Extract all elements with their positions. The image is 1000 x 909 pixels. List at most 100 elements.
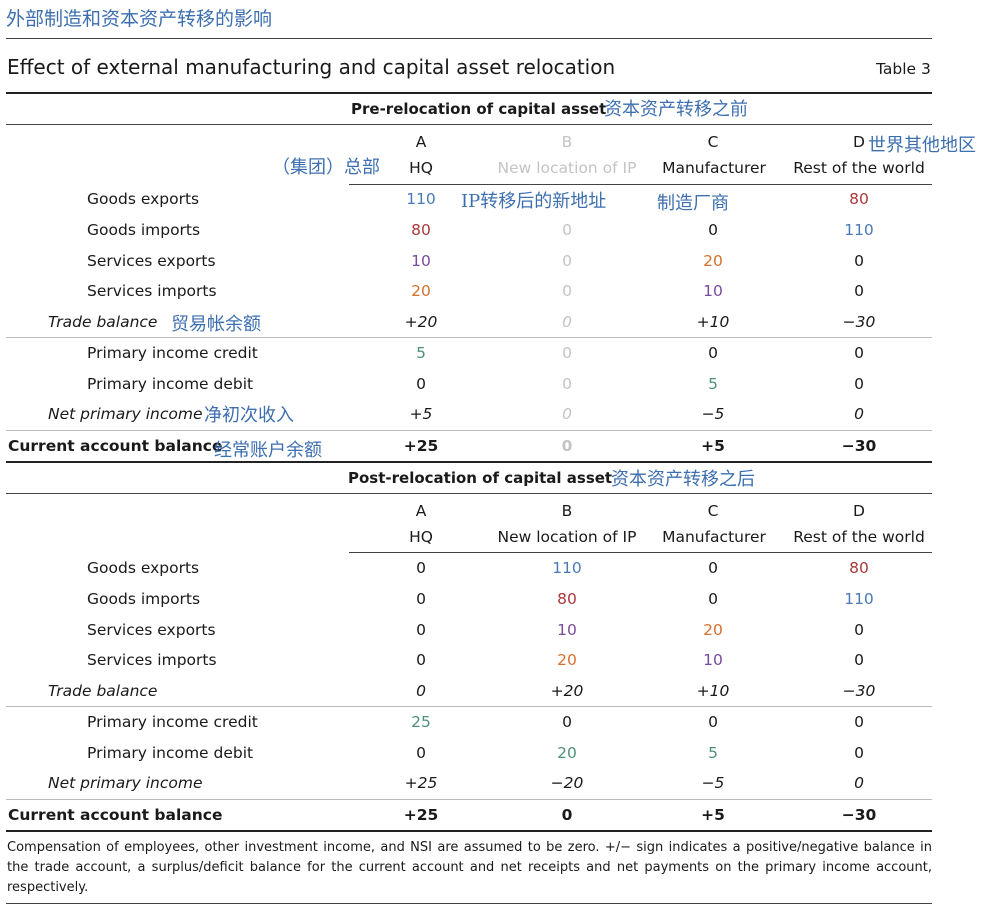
pre-cell: +10 [696,313,730,331]
pre-col-b-annotation: IP转移后的新地址 [461,191,607,212]
post-col-d-letter: D [853,502,865,520]
pre-cell: +5 [701,437,725,455]
pre-cell: −30 [842,313,876,331]
post-cell: 110 [552,559,582,577]
pre-cell: 0 [854,282,864,300]
pre-col-a-letter: A [415,133,427,151]
pre-col-d-name: Rest of the world [793,159,925,177]
post-row-label: Trade balance [48,682,158,700]
post-cell: +25 [404,774,438,792]
post-cell: 0 [562,713,572,731]
post-income-rule [6,799,932,800]
post-cell: +25 [403,806,439,824]
post-cell: 20 [557,651,577,669]
post-cell: 0 [416,621,426,639]
pre-cell: 0 [708,221,718,239]
pre-col-b-name: New location of IP [497,159,637,177]
pre-col-c-annotation: 制造厂商 [657,193,729,214]
post-cell: 0 [708,559,718,577]
trade-balance-annotation: 贸易帐余额 [171,314,261,335]
post-header-rule [349,552,932,553]
post-cell: 0 [416,559,426,577]
post-row-label: Primary income debit [87,744,254,762]
post-cell: 0 [416,651,426,669]
pre-cell: 10 [411,252,431,270]
pre-cell: 20 [411,282,431,300]
pre-section-title: Pre-relocation of capital asset [351,100,607,118]
post-section-annotation: 资本资产转移之后 [611,469,755,490]
post-section-title: Post-relocation of capital asset [348,469,613,487]
post-row-label: Services imports [87,651,217,669]
post-row-label: Goods imports [87,590,201,608]
post-cell: +5 [701,806,725,824]
pre-col-c-letter: C [707,133,719,151]
pre-section-annotation: 资本资产转移之前 [604,99,748,120]
pre-cell: +20 [404,313,438,331]
post-cell: +20 [550,682,584,700]
post-cell: 110 [844,590,874,608]
post-cell: 0 [416,682,426,700]
pre-cell: 0 [416,375,426,393]
table-title: Effect of external manufacturing and cap… [7,55,616,79]
pre-row-label: Goods imports [87,221,201,239]
pre-cell: 0 [561,437,573,455]
pre-col-d-annotation: 世界其他地区 [868,135,976,156]
post-cell: 10 [703,651,723,669]
pre-col-hq-annotation: （集团）总部 [272,157,380,178]
top-rule [6,38,932,39]
post-row-label: Primary income credit [87,713,258,731]
post-cell: 0 [854,621,864,639]
pre-row-label: Primary income debit [87,375,254,393]
post-col-c-name: Manufacturer [662,528,766,546]
pre-cell: 110 [406,190,436,208]
pre-cell: 0 [854,344,864,362]
bottom-rule [6,903,932,904]
post-cell: −5 [701,774,725,792]
post-col-b-letter: B [561,502,573,520]
post-end-rule [6,830,932,832]
net-primary-income-annotation: 净初次收入 [204,405,294,426]
post-cell: 0 [416,744,426,762]
post-cell: 5 [708,744,718,762]
pre-cell: +5 [409,405,433,423]
post-row-label: Goods exports [87,559,200,577]
title-rule [6,92,932,94]
pre-cell: 80 [849,190,869,208]
post-cell: 25 [411,713,431,731]
pre-col-d-letter: D [853,133,865,151]
pre-col-a-name: HQ [409,159,433,177]
post-cell: 0 [708,590,718,608]
pre-cell: 0 [562,344,572,362]
post-cell: 20 [557,744,577,762]
pre-row-label: Services imports [87,282,217,300]
post-col-c-letter: C [707,502,719,520]
pre-row-label: Primary income credit [87,344,258,362]
pre-cell: 0 [562,375,572,393]
pre-cell: 110 [844,221,874,239]
post-trade-rule [6,706,932,707]
pre-col-b-letter: B [561,133,573,151]
pre-cell: +25 [403,437,439,455]
pre-header-rule [349,184,932,185]
post-row-label: Current account balance [8,806,223,824]
pre-cell: 0 [854,405,864,423]
pre-col-c-name: Manufacturer [662,159,766,177]
post-cell: 0 [854,744,864,762]
post-cell: −30 [841,806,877,824]
pre-row-label: Current account balance [8,437,223,455]
post-col-d-name: Rest of the world [793,528,925,546]
post-cell: 0 [708,713,718,731]
pre-section-rule [6,124,932,125]
pre-cell: 0 [562,313,572,331]
pre-cell: −5 [701,405,725,423]
pre-cell: 0 [708,344,718,362]
post-row-label: Services exports [87,621,216,639]
pre-cell: 0 [854,375,864,393]
pre-cell: 5 [708,375,718,393]
post-cell: −20 [550,774,584,792]
pre-cell: 0 [562,221,572,239]
current-account-annotation: 经常账户余额 [214,440,322,461]
post-cell: 10 [557,621,577,639]
pre-row-label: Services exports [87,252,216,270]
post-cell: 0 [416,590,426,608]
